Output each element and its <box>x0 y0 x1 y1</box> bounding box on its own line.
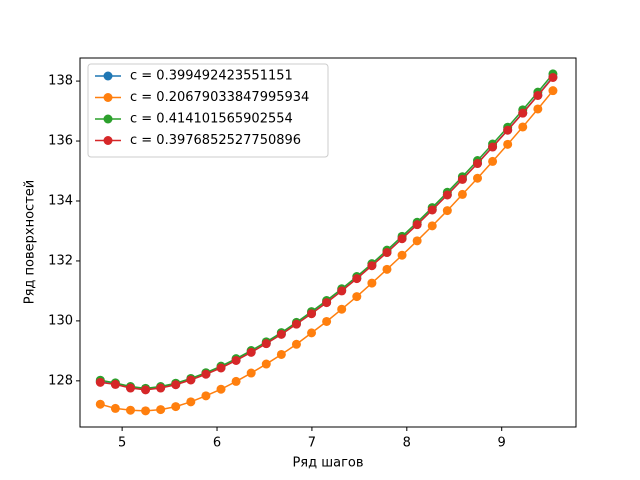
point <box>322 298 332 308</box>
legend-box <box>87 63 329 158</box>
legend-marker <box>103 93 113 102</box>
point <box>322 316 332 326</box>
x-tick-label: 6 <box>213 436 221 451</box>
point <box>231 376 241 386</box>
y-tick-label: 136 <box>48 134 73 149</box>
point <box>231 355 241 365</box>
point <box>352 292 362 302</box>
point <box>110 403 120 413</box>
point <box>533 90 543 100</box>
point <box>216 363 226 373</box>
x-tick-label: 5 <box>118 436 126 451</box>
point <box>352 274 362 284</box>
plot-frame <box>79 57 577 428</box>
y-tick-label: 132 <box>48 253 73 268</box>
point <box>533 104 543 114</box>
y-tick-label: 138 <box>48 74 73 89</box>
point <box>171 402 181 412</box>
y-tick-label: 134 <box>48 193 73 208</box>
point <box>216 384 226 394</box>
point <box>518 108 528 118</box>
point <box>488 156 498 166</box>
point <box>246 368 256 378</box>
legend: c = 0.399492423551151 c = 0.2067903384799… <box>87 63 329 158</box>
point <box>171 380 181 390</box>
point <box>337 286 347 296</box>
point <box>367 278 377 288</box>
point <box>95 377 105 387</box>
point <box>156 383 166 393</box>
point <box>442 206 452 216</box>
x-tick-label: 7 <box>308 436 316 451</box>
y-axis-label: Ряд поверхностей <box>23 180 38 304</box>
legend-label: c = 0.399492423551151 <box>130 69 293 84</box>
point <box>201 391 211 401</box>
point <box>307 328 317 338</box>
point <box>473 159 483 169</box>
legend-marker <box>103 136 113 145</box>
point <box>427 205 437 215</box>
y-tick-label: 130 <box>48 313 73 328</box>
point <box>503 125 513 135</box>
point <box>125 405 135 415</box>
point <box>397 234 407 244</box>
x-tick-label: 8 <box>403 436 411 451</box>
point <box>246 347 256 357</box>
point <box>457 174 467 184</box>
point <box>276 329 286 339</box>
point <box>488 142 498 152</box>
legend-label: c = 0.3976852527750896 <box>130 133 301 148</box>
x-tick-label: 9 <box>498 436 506 451</box>
point <box>367 261 377 271</box>
y-tick-label: 128 <box>48 373 73 388</box>
legend-label: c = 0.20679033847995934 <box>130 90 309 105</box>
point <box>141 406 151 416</box>
point <box>186 397 196 407</box>
legend-marker <box>103 71 113 81</box>
point <box>412 220 422 230</box>
point <box>397 250 407 260</box>
point <box>548 72 558 82</box>
point <box>307 309 317 319</box>
point <box>548 86 558 96</box>
point <box>473 173 483 183</box>
point <box>291 319 301 329</box>
x-axis-label: Ряд шагов <box>292 456 363 471</box>
point <box>186 375 196 385</box>
point <box>261 339 271 349</box>
point <box>291 339 301 349</box>
point <box>382 264 392 274</box>
point <box>337 304 347 314</box>
point <box>201 369 211 379</box>
point <box>110 379 120 389</box>
point <box>457 189 467 199</box>
point <box>276 349 286 359</box>
legend-marker <box>103 114 113 124</box>
point <box>412 236 422 246</box>
point <box>442 190 452 200</box>
point <box>503 139 513 149</box>
point <box>156 405 166 415</box>
point <box>261 359 271 369</box>
point <box>382 248 392 258</box>
point <box>518 122 528 132</box>
point <box>427 221 437 231</box>
legend-label: c = 0.414101565902554 <box>130 112 293 127</box>
point <box>95 399 105 409</box>
point <box>141 385 151 395</box>
point <box>125 383 135 393</box>
